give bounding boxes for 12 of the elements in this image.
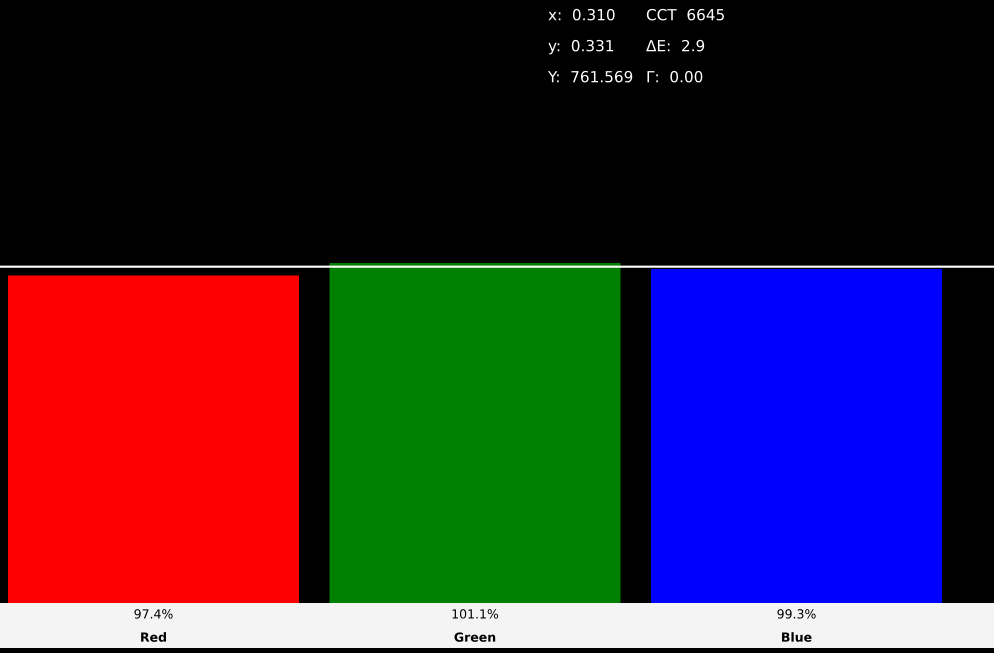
text: x: 0.310: [548, 8, 615, 20]
data-label: 101.1%: [452, 609, 498, 619]
text: ΔE: 2.9: [646, 40, 704, 52]
text: CCT 6645: [646, 8, 724, 20]
text: Y: 761.569: [548, 70, 632, 82]
text: y: 0.331: [548, 40, 614, 54]
data-label: 97.4%: [134, 609, 173, 619]
x-tick-label: Blue: [782, 632, 812, 642]
text: Γ: 0.00: [648, 70, 702, 82]
x-tick-label: Green: [454, 632, 496, 642]
x-tick-label: Red: [141, 632, 166, 642]
data-label: 99.3%: [777, 609, 816, 619]
